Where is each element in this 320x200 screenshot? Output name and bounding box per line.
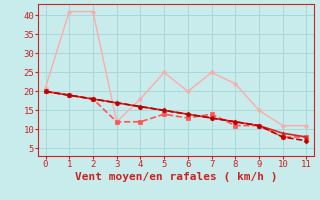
X-axis label: Vent moyen/en rafales ( km/h ): Vent moyen/en rafales ( km/h ) [75, 172, 277, 182]
